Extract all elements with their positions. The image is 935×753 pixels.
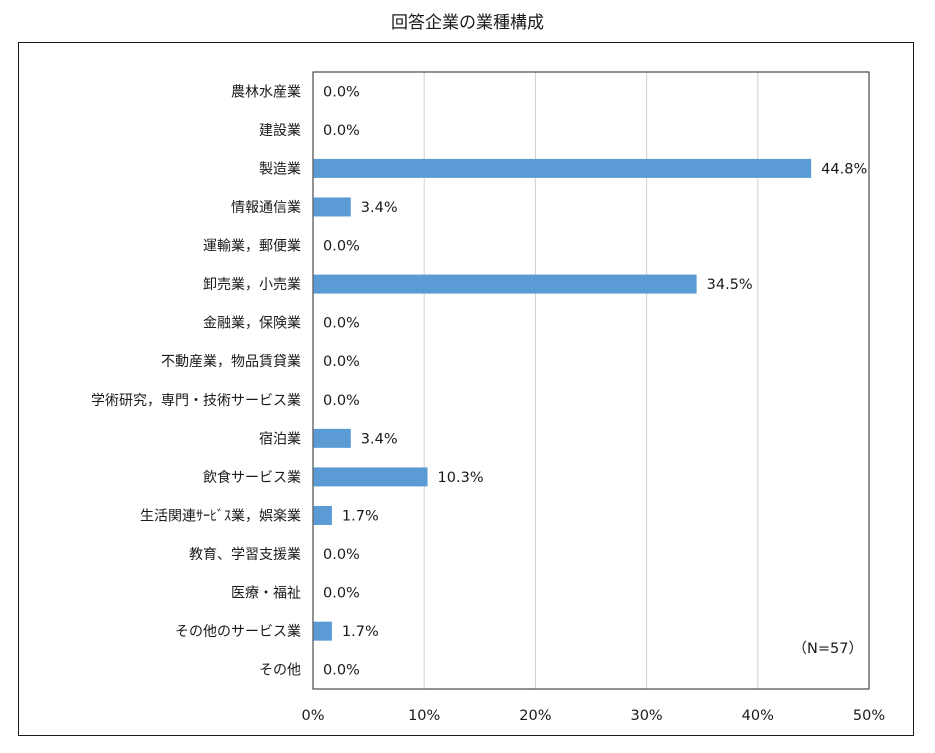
data-label: 3.4% bbox=[361, 431, 398, 447]
bar bbox=[313, 274, 697, 294]
category-label: 金融業，保険業 bbox=[203, 316, 301, 332]
bar bbox=[313, 505, 332, 525]
chart-frame: 農林水産業 0.0% 建設業 0.0% 製造業 44.8% 情報通信業 3.4% 運輸業，郵便業… bbox=[18, 42, 914, 736]
bar bbox=[313, 197, 351, 217]
data-label: 34.5% bbox=[707, 277, 753, 293]
chart-title: 回答企業の業種構成 bbox=[391, 13, 544, 33]
category-label: 農林水産業 bbox=[231, 84, 301, 100]
category-label: 生活関連ｻｰﾋﾞｽ業，娯楽業 bbox=[140, 508, 301, 524]
data-label: 0.0% bbox=[323, 354, 360, 370]
category-label: 卸売業，小売業 bbox=[203, 277, 301, 293]
category-label: その他 bbox=[259, 663, 301, 679]
category-label: 不動産業，物品賃貸業 bbox=[161, 354, 301, 370]
data-label: 0.0% bbox=[323, 586, 360, 602]
bar bbox=[313, 467, 428, 487]
category-label: 情報通信業 bbox=[231, 200, 301, 216]
bar bbox=[313, 158, 812, 178]
category-label: 運輸業，郵便業 bbox=[203, 239, 301, 255]
x-tick-label: 0% bbox=[301, 708, 324, 724]
category-label: 宿泊業 bbox=[259, 430, 301, 447]
category-label: 学術研究，専門・技術サービス業 bbox=[91, 393, 301, 409]
data-label: 0.0% bbox=[323, 663, 360, 679]
bar-chart: 農林水産業 0.0% 建設業 0.0% 製造業 44.8% 情報通信業 3.4% 運輸業，郵便業… bbox=[91, 71, 885, 724]
category-label: 飲食サービス業 bbox=[203, 469, 301, 486]
data-label: 0.0% bbox=[323, 316, 360, 332]
data-label: 0.0% bbox=[323, 393, 360, 409]
bar bbox=[313, 621, 332, 641]
x-tick-label: 10% bbox=[408, 708, 440, 724]
plot-area bbox=[312, 71, 870, 690]
category-label: その他のサービス業 bbox=[175, 624, 301, 640]
data-label: 44.8% bbox=[821, 161, 867, 177]
category-label: 建設業 bbox=[259, 123, 301, 139]
data-label: 1.7% bbox=[342, 624, 379, 640]
data-label: 0.0% bbox=[323, 123, 360, 139]
category-label: 教育、学習支援業 bbox=[189, 547, 301, 563]
data-label: 1.7% bbox=[342, 508, 379, 524]
x-tick-label: 40% bbox=[742, 708, 774, 724]
data-label: 0.0% bbox=[323, 239, 360, 255]
x-tick-label: 20% bbox=[519, 708, 551, 724]
sample-size-note: （N=57） bbox=[793, 640, 863, 657]
data-label: 10.3% bbox=[438, 470, 484, 486]
category-label: 医療・福祉 bbox=[231, 585, 301, 602]
bar bbox=[313, 428, 351, 448]
x-tick-label: 50% bbox=[853, 708, 885, 724]
data-label: 0.0% bbox=[323, 547, 360, 563]
category-label: 製造業 bbox=[259, 161, 301, 177]
data-label: 3.4% bbox=[361, 200, 398, 216]
x-tick-label: 30% bbox=[630, 708, 662, 724]
data-label: 0.0% bbox=[323, 84, 360, 100]
